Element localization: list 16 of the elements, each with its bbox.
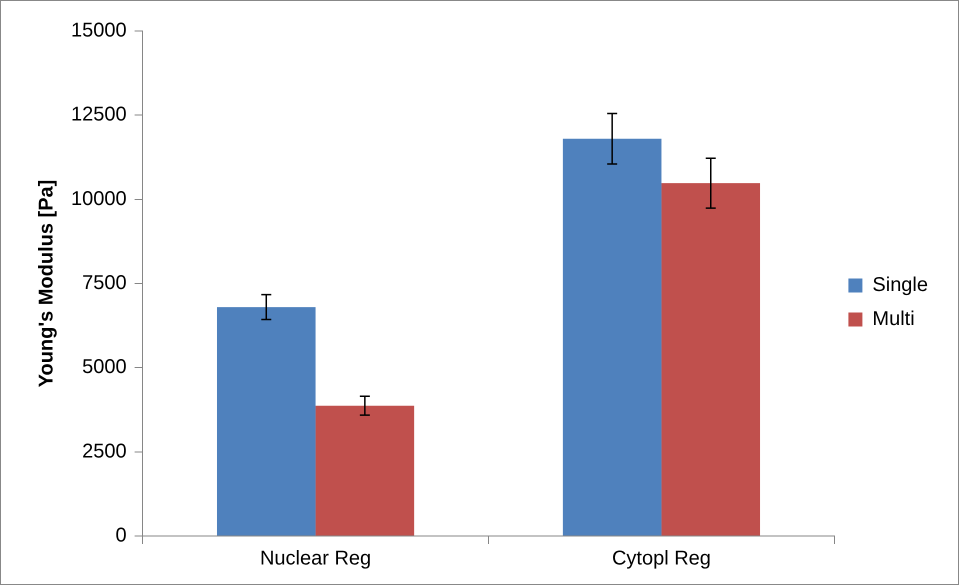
legend-label: Multi <box>872 308 915 330</box>
y-axis-title: Young's Modulus [Pa] <box>36 180 58 388</box>
bar <box>316 406 414 536</box>
y-tick-label: 10000 <box>70 188 127 210</box>
legend-label: Single <box>872 274 928 296</box>
y-tick-label: 2500 <box>82 440 127 462</box>
y-tick-label: 5000 <box>82 356 127 378</box>
bar <box>661 183 760 536</box>
y-tick-label: 15000 <box>70 20 127 42</box>
y-tick-label: 7500 <box>82 272 127 294</box>
x-tick-label: Cytopl Reg <box>612 548 711 570</box>
bar <box>216 307 316 536</box>
x-tick-label: Nuclear Reg <box>260 548 372 570</box>
y-tick-label: 12500 <box>70 104 127 126</box>
bar <box>562 138 662 536</box>
y-tick-label: 0 <box>115 524 127 547</box>
